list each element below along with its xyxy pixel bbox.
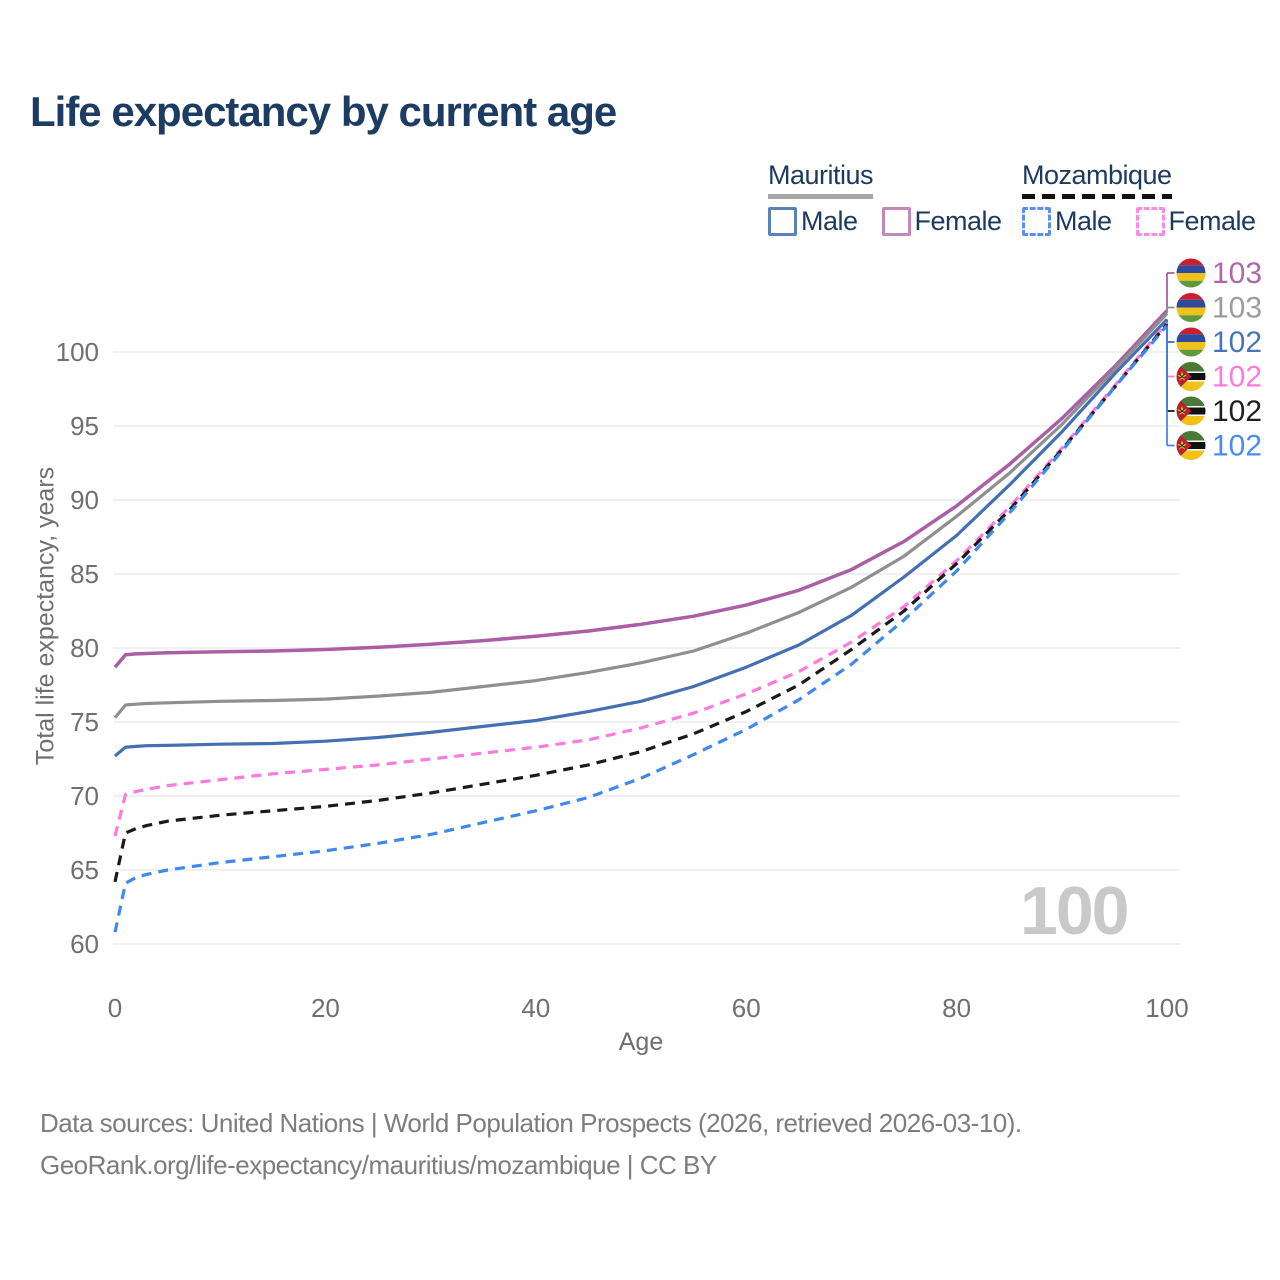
y-axis-title: Total life expectancy, years [31, 466, 60, 766]
y-tick-label-100: 100 [56, 337, 99, 367]
legend-underline-dashed [1022, 194, 1172, 199]
legend-country-label[interactable]: Mauritius [768, 160, 874, 199]
series-line-mozambique-male[interactable] [113, 324, 1169, 933]
x-tick-label-0: 0 [108, 993, 122, 1023]
end-label-group-mozambique-male[interactable]: 102 [1174, 429, 1263, 463]
y-tick-label-75: 75 [70, 707, 99, 737]
legend-item-label: Female [914, 206, 1003, 236]
legend-item-mozambique-male[interactable]: Male [1022, 206, 1112, 237]
end-label-group-mauritius-male[interactable]: 102 [1174, 325, 1263, 359]
hovered-age-watermark: 100 [1020, 873, 1129, 949]
end-label-group-mozambique-total[interactable]: 102 [1174, 394, 1263, 428]
x-tick-label-100: 100 [1145, 993, 1188, 1023]
page-title: Life expectancy by current age [30, 88, 617, 135]
legend-item-mauritius-female[interactable]: Female [881, 206, 1003, 237]
data-source-note: Data sources: United Nations | World Pop… [40, 1108, 1022, 1138]
legend-group-mozambique: Mozambique Male Female [1022, 160, 1256, 237]
mozambique-flag-icon [1174, 429, 1208, 462]
y-tick-label-70: 70 [70, 781, 99, 811]
series-line-mozambique-total[interactable] [113, 322, 1169, 883]
series-line-mauritius-total[interactable] [113, 312, 1169, 719]
legend-swatch-icon [881, 207, 911, 236]
series-line-mozambique-female[interactable] [113, 321, 1169, 837]
legend-underline-solid [768, 194, 874, 199]
mauritius-flag-icon [1174, 256, 1208, 290]
legend-country-label[interactable]: Mozambique [1022, 160, 1172, 199]
legend-swatch-icon [1135, 207, 1165, 236]
legend-swatch-icon [1022, 207, 1051, 236]
attribution-link[interactable]: GeoRank.org/life-expectancy/mauritius/mo… [40, 1150, 717, 1180]
end-value-label-mozambique-total: 102 [1212, 395, 1262, 428]
y-tick-label-65: 65 [70, 855, 99, 885]
series-line-mauritius-female[interactable] [113, 309, 1169, 669]
end-value-label-mozambique-male: 102 [1212, 430, 1262, 463]
legend-group-mauritius: Mauritius Male Female [768, 160, 1002, 237]
mozambique-flag-icon [1174, 360, 1208, 393]
end-label-group-mauritius-total[interactable]: 103 [1174, 291, 1263, 325]
legend-item-label: Male [1055, 206, 1112, 236]
legend-item-mauritius-male[interactable]: Male [768, 206, 858, 237]
end-label-group-mozambique-female[interactable]: 102 [1174, 360, 1263, 394]
y-tick-label-95: 95 [70, 411, 99, 441]
x-tick-label-40: 40 [521, 993, 550, 1023]
series-line-mauritius-male[interactable] [113, 318, 1169, 758]
x-axis-title: Age [618, 1028, 664, 1056]
end-value-label-mauritius-male: 102 [1212, 326, 1262, 359]
y-tick-label-80: 80 [70, 633, 99, 663]
end-label-group-mauritius-female[interactable]: 103 [1174, 256, 1263, 290]
end-value-label-mauritius-female: 103 [1212, 257, 1262, 290]
x-tick-label-80: 80 [942, 993, 971, 1023]
x-tick-label-20: 20 [311, 993, 340, 1023]
x-tick-label-60: 60 [732, 993, 761, 1023]
mozambique-flag-icon [1174, 394, 1208, 428]
mauritius-flag-icon [1174, 291, 1208, 324]
legend-item-label: Male [801, 206, 858, 236]
y-tick-label-85: 85 [70, 559, 99, 589]
y-tick-label-90: 90 [70, 485, 99, 515]
end-value-label-mozambique-female: 102 [1212, 361, 1262, 394]
end-value-label-mauritius-total: 103 [1212, 292, 1262, 325]
mauritius-flag-icon [1174, 325, 1208, 359]
legend-item-label: Female [1168, 206, 1257, 236]
y-tick-label-60: 60 [70, 929, 99, 959]
legend-swatch-icon [768, 207, 797, 236]
legend-item-mozambique-female[interactable]: Female [1135, 206, 1257, 237]
